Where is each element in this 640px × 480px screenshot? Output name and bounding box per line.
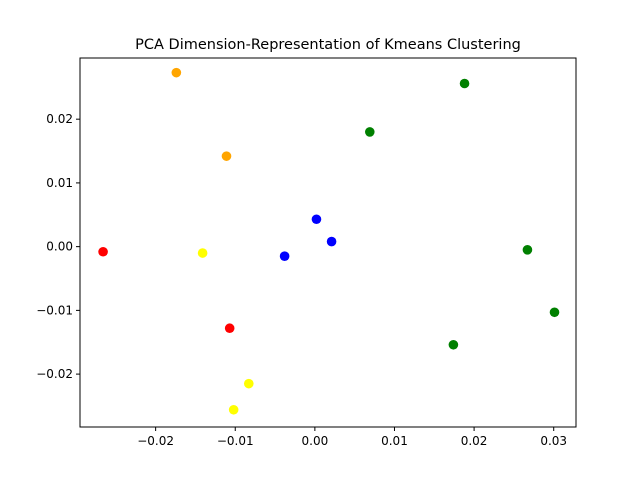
x-tick-label: 0.02 [461,434,488,448]
data-point [279,251,290,262]
x-tick-label: −0.02 [137,434,174,448]
data-point [98,246,108,257]
data-point [221,151,232,161]
data-point [364,127,375,137]
data-point [448,339,459,350]
chart-title: PCA Dimension-Representation of Kmeans C… [135,37,521,53]
data-point [243,378,254,389]
data-point [549,307,560,318]
data-point [522,245,533,255]
data-point [326,236,337,247]
y-tick-label: 0.01 [46,176,73,190]
axes-frame [79,57,577,428]
data-point [311,214,322,225]
y-tick-label: 0.00 [46,240,73,254]
x-tick-label: 0.01 [381,434,408,448]
data-point [228,404,239,415]
data-point [197,248,208,258]
plot-area: −0.02 −0.01 0.00 0.01 0.02 0.03 −0.02 −0.01 0.00… [36,57,577,448]
x-tick-label: 0.00 [302,434,329,448]
y-tick-label: −0.02 [36,367,73,381]
x-tick-label: 0.03 [540,434,567,448]
y-tick-label: −0.01 [36,303,73,317]
data-point [171,67,182,78]
y-tick-label: 0.02 [46,112,73,126]
x-tick-label: −0.01 [217,434,254,448]
data-point [459,78,470,89]
data-point [224,323,235,334]
